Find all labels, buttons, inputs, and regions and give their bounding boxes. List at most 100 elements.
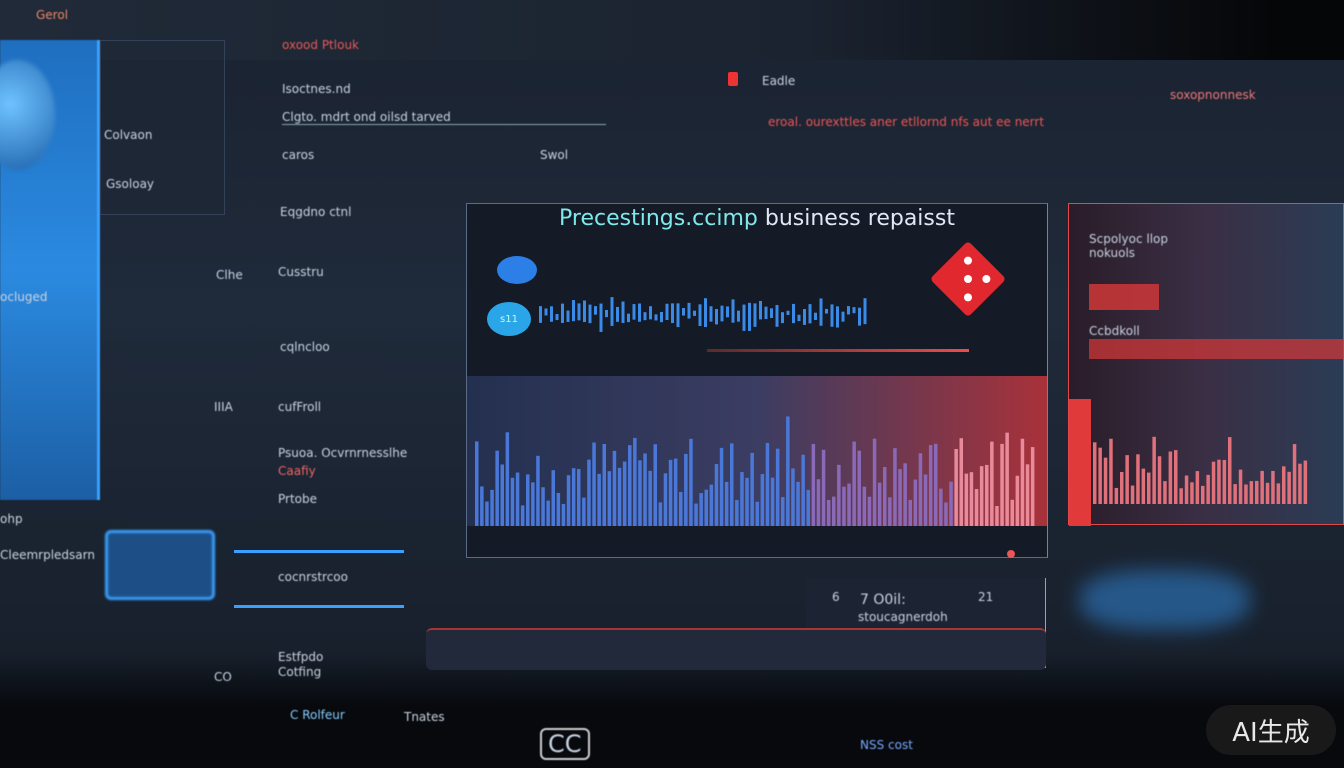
right-bar bbox=[1147, 472, 1151, 504]
side-label: Colvaon bbox=[104, 128, 153, 142]
chart-bar bbox=[796, 481, 800, 526]
list-item[interactable]: Clhe bbox=[216, 268, 243, 282]
chart-bar bbox=[561, 503, 566, 526]
right-bar bbox=[1271, 470, 1275, 504]
progress-line bbox=[234, 550, 404, 553]
search-bar[interactable] bbox=[426, 628, 1046, 670]
status-text: eroal. ourexttles aner etllornd nfs aut … bbox=[768, 115, 1045, 129]
chart-bar bbox=[816, 479, 821, 526]
right-bar bbox=[1109, 438, 1113, 504]
footer-item[interactable]: Tnates bbox=[404, 710, 445, 724]
chart-bar bbox=[730, 443, 734, 526]
side-red-bar bbox=[1069, 399, 1091, 526]
chart-bar bbox=[612, 450, 617, 526]
list-item[interactable]: IIIA bbox=[214, 400, 233, 414]
title-rest: business repaisst bbox=[757, 206, 955, 231]
sidebar-item[interactable]: Cleemrpledsarn bbox=[0, 548, 95, 562]
wave-bar bbox=[698, 304, 702, 327]
chart-bar bbox=[551, 470, 555, 526]
preview-thumbnail[interactable] bbox=[105, 530, 215, 600]
list-item[interactable]: Caafiy bbox=[278, 464, 316, 478]
chart-bar bbox=[842, 486, 846, 526]
list-item[interactable]: Estfpdo bbox=[278, 650, 324, 664]
list-item[interactable]: Prtobe bbox=[278, 492, 318, 506]
footer-button[interactable]: CC bbox=[540, 728, 590, 760]
sidebar-item[interactable]: ohp bbox=[0, 512, 23, 526]
right-bar bbox=[1125, 455, 1129, 504]
wave-bar bbox=[808, 304, 812, 324]
chart-bar bbox=[673, 458, 678, 526]
chart-bar bbox=[872, 438, 877, 526]
wave-bar bbox=[555, 314, 559, 321]
bar-chart bbox=[475, 416, 1035, 526]
side-label: Gsoloay bbox=[106, 177, 155, 191]
chart-bar bbox=[1030, 447, 1035, 526]
header-item[interactable]: Eadle bbox=[762, 74, 796, 88]
wave-bar bbox=[748, 302, 751, 331]
wave-bar bbox=[720, 305, 724, 322]
wave-bar bbox=[731, 299, 735, 323]
right-bar bbox=[1292, 444, 1297, 504]
chart-bar bbox=[949, 481, 953, 526]
right-bar bbox=[1217, 459, 1221, 504]
list-item[interactable]: cocnrstrcoo bbox=[278, 570, 348, 584]
list-item[interactable]: Psuoa. Ocvrnrnesslhe bbox=[278, 446, 408, 460]
list-item[interactable]: cqlncloo bbox=[280, 340, 330, 354]
wave-bar bbox=[803, 309, 806, 325]
chart-bar bbox=[699, 493, 703, 526]
right-bar bbox=[1276, 483, 1281, 504]
chart-bar bbox=[995, 505, 999, 526]
chart-bar bbox=[750, 452, 754, 526]
chart-bar bbox=[969, 472, 974, 526]
wave-bar bbox=[649, 306, 652, 320]
chart-bar bbox=[898, 469, 902, 526]
scroll-indicator[interactable] bbox=[1007, 550, 1015, 558]
progress-line bbox=[234, 605, 404, 608]
right-label: nokuols bbox=[1089, 246, 1136, 260]
wave-bar bbox=[665, 303, 669, 321]
chart-bar bbox=[888, 497, 892, 526]
right-bar bbox=[1222, 459, 1227, 504]
main-report-panel: Precestings.ccimp business repaisst s11 bbox=[466, 203, 1048, 558]
list-item[interactable]: Cusstru bbox=[278, 265, 324, 279]
chart-bar bbox=[684, 453, 688, 526]
chart-bar bbox=[928, 445, 933, 526]
list-item[interactable]: CO bbox=[214, 670, 232, 684]
wave-bar bbox=[770, 308, 773, 318]
chart-bar bbox=[760, 474, 765, 526]
chart-bar bbox=[1005, 432, 1009, 526]
chart-bar bbox=[918, 453, 923, 526]
right-bar bbox=[1260, 470, 1264, 504]
wave-bar bbox=[830, 304, 834, 327]
text-input[interactable]: Clgto. mdrt ond oilsd tarved bbox=[282, 110, 606, 125]
chart-bar bbox=[510, 477, 515, 526]
chart-bar bbox=[566, 475, 571, 526]
right-bar bbox=[1298, 463, 1302, 504]
footer-item[interactable]: NSS cost bbox=[860, 738, 913, 752]
chart-bar bbox=[786, 416, 790, 526]
badge-button[interactable]: s11 bbox=[487, 302, 531, 336]
chart-bar bbox=[714, 464, 719, 526]
top-left-logo: Gerol bbox=[36, 8, 69, 22]
chart-bar bbox=[475, 441, 479, 526]
right-bar bbox=[1201, 485, 1205, 504]
sidebar-item[interactable]: ocluged bbox=[0, 290, 48, 304]
chart-bar bbox=[505, 432, 510, 526]
chart-bar bbox=[755, 501, 759, 526]
chart-bar bbox=[694, 503, 698, 526]
right-bar bbox=[1120, 471, 1124, 504]
chart-bar bbox=[531, 482, 535, 526]
chart-bar bbox=[801, 454, 805, 526]
wave-bar bbox=[841, 311, 845, 322]
list-item[interactable]: Cotfing bbox=[278, 665, 322, 679]
chart-bar bbox=[480, 486, 484, 526]
header-link[interactable]: soxopnonnesk bbox=[1170, 88, 1256, 102]
chart-bar bbox=[903, 463, 907, 526]
list-item[interactable]: cufFroll bbox=[278, 400, 322, 414]
chart-bar bbox=[847, 483, 851, 526]
right-bar bbox=[1179, 488, 1183, 504]
chart-bar bbox=[811, 443, 816, 526]
wave-bar bbox=[814, 312, 817, 320]
footer-item[interactable]: C Rolfeur bbox=[290, 708, 345, 722]
side-card bbox=[100, 40, 225, 215]
